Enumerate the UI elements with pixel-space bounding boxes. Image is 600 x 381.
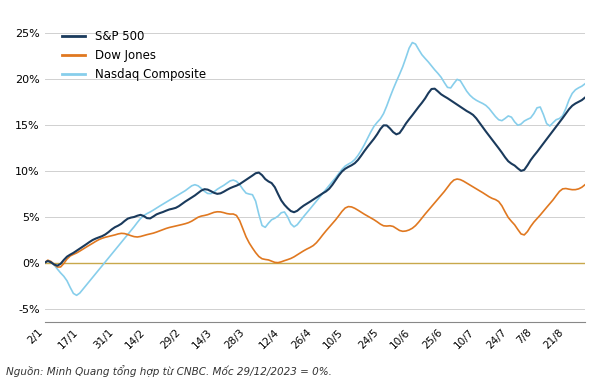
Text: Nguồn: Minh Quang tổng hợp từ CNBC. Mốc 29/12/2023 = 0%.: Nguồn: Minh Quang tổng hợp từ CNBC. Mốc … — [6, 365, 332, 377]
Legend: S&P 500, Dow Jones, Nasdaq Composite: S&P 500, Dow Jones, Nasdaq Composite — [56, 24, 212, 86]
